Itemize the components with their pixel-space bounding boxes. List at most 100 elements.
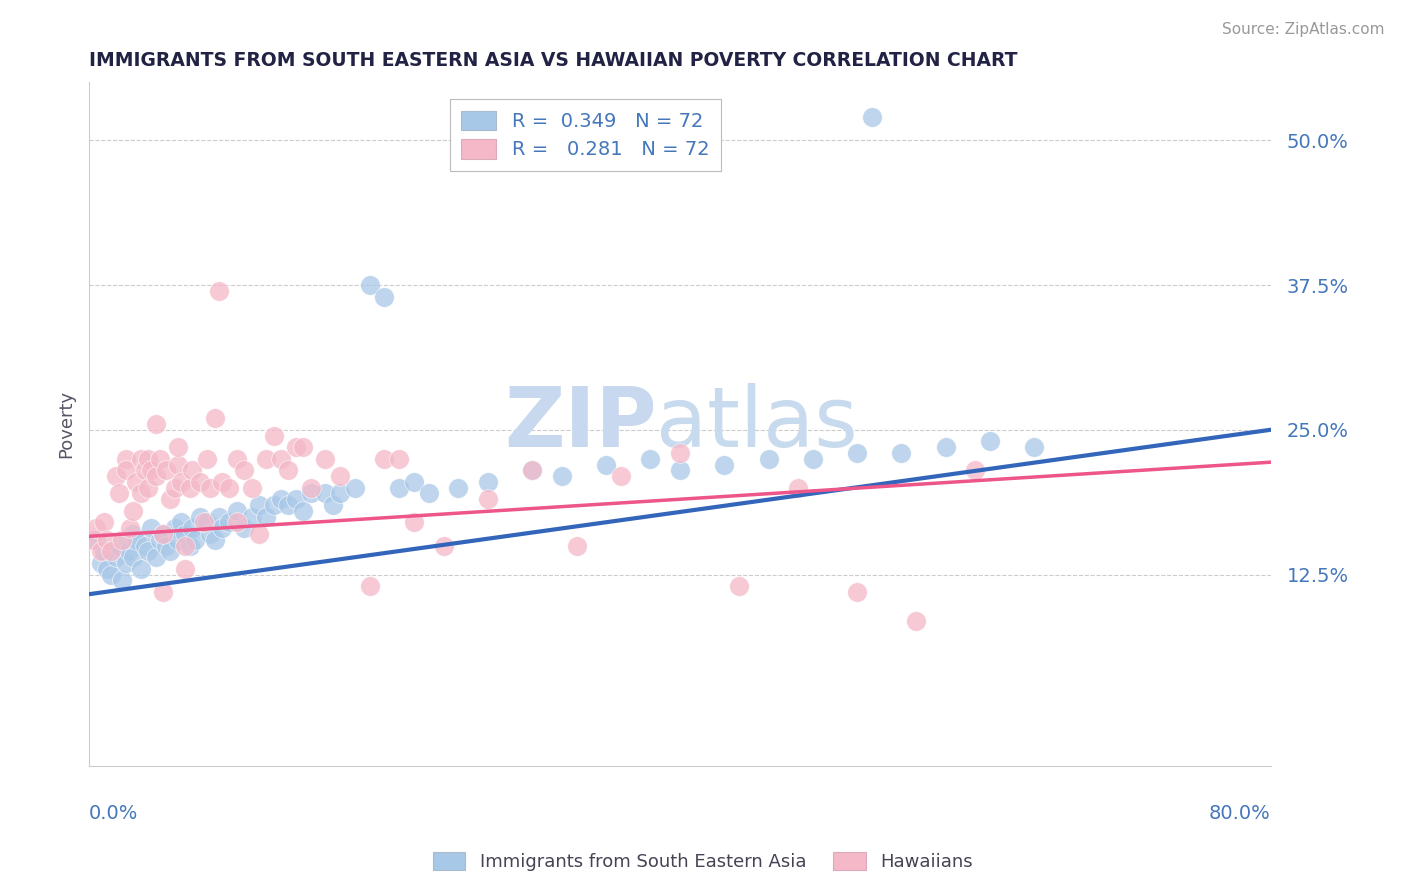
- Text: IMMIGRANTS FROM SOUTH EASTERN ASIA VS HAWAIIAN POVERTY CORRELATION CHART: IMMIGRANTS FROM SOUTH EASTERN ASIA VS HA…: [89, 51, 1018, 70]
- Point: [713, 458, 735, 472]
- Point: [595, 458, 617, 472]
- Point: [198, 527, 221, 541]
- Point: [107, 539, 129, 553]
- Point: [388, 481, 411, 495]
- Point: [233, 463, 256, 477]
- Point: [225, 504, 247, 518]
- Point: [254, 451, 277, 466]
- Point: [120, 521, 142, 535]
- Point: [166, 458, 188, 472]
- Point: [195, 451, 218, 466]
- Point: [145, 417, 167, 431]
- Point: [134, 463, 156, 477]
- Point: [118, 544, 141, 558]
- Point: [110, 574, 132, 588]
- Point: [195, 516, 218, 530]
- Point: [174, 562, 197, 576]
- Point: [163, 481, 186, 495]
- Point: [174, 527, 197, 541]
- Point: [299, 481, 322, 495]
- Point: [359, 278, 381, 293]
- Point: [477, 475, 499, 489]
- Text: atlas: atlas: [657, 384, 858, 465]
- Point: [233, 521, 256, 535]
- Y-axis label: Poverty: Poverty: [58, 390, 75, 458]
- Point: [115, 556, 138, 570]
- Point: [159, 544, 181, 558]
- Point: [122, 527, 145, 541]
- Point: [418, 486, 440, 500]
- Point: [551, 469, 574, 483]
- Legend: R =  0.349   N = 72, R =   0.281   N = 72: R = 0.349 N = 72, R = 0.281 N = 72: [450, 99, 721, 171]
- Text: 0.0%: 0.0%: [89, 805, 138, 823]
- Point: [166, 440, 188, 454]
- Point: [935, 440, 957, 454]
- Point: [270, 492, 292, 507]
- Point: [610, 469, 633, 483]
- Legend: Immigrants from South Eastern Asia, Hawaiians: Immigrants from South Eastern Asia, Hawa…: [426, 845, 980, 879]
- Point: [104, 550, 127, 565]
- Point: [188, 509, 211, 524]
- Point: [145, 469, 167, 483]
- Point: [292, 440, 315, 454]
- Point: [329, 486, 352, 500]
- Text: Source: ZipAtlas.com: Source: ZipAtlas.com: [1222, 22, 1385, 37]
- Point: [247, 498, 270, 512]
- Point: [145, 550, 167, 565]
- Point: [149, 451, 172, 466]
- Point: [208, 509, 231, 524]
- Point: [155, 539, 177, 553]
- Point: [100, 567, 122, 582]
- Point: [96, 562, 118, 576]
- Point: [373, 289, 395, 303]
- Point: [181, 521, 204, 535]
- Point: [329, 469, 352, 483]
- Text: ZIP: ZIP: [503, 384, 657, 465]
- Point: [152, 527, 174, 541]
- Point: [100, 544, 122, 558]
- Point: [402, 516, 425, 530]
- Point: [979, 434, 1001, 449]
- Point: [388, 451, 411, 466]
- Point: [240, 509, 263, 524]
- Point: [299, 486, 322, 500]
- Point: [314, 486, 336, 500]
- Point: [125, 475, 148, 489]
- Point: [208, 284, 231, 298]
- Point: [115, 463, 138, 477]
- Point: [1024, 440, 1046, 454]
- Point: [181, 463, 204, 477]
- Point: [846, 446, 869, 460]
- Point: [159, 492, 181, 507]
- Point: [292, 504, 315, 518]
- Point: [193, 516, 215, 530]
- Point: [204, 411, 226, 425]
- Point: [787, 481, 810, 495]
- Point: [284, 440, 307, 454]
- Point: [166, 533, 188, 547]
- Point: [149, 533, 172, 547]
- Point: [522, 463, 544, 477]
- Point: [152, 527, 174, 541]
- Point: [174, 539, 197, 553]
- Point: [104, 469, 127, 483]
- Point: [314, 451, 336, 466]
- Point: [86, 521, 108, 535]
- Point: [270, 451, 292, 466]
- Point: [402, 475, 425, 489]
- Point: [134, 539, 156, 553]
- Point: [204, 533, 226, 547]
- Point: [225, 451, 247, 466]
- Point: [477, 492, 499, 507]
- Point: [447, 481, 470, 495]
- Point: [218, 481, 240, 495]
- Point: [93, 516, 115, 530]
- Point: [179, 481, 201, 495]
- Point: [129, 451, 152, 466]
- Point: [846, 585, 869, 599]
- Point: [136, 544, 159, 558]
- Point: [110, 533, 132, 547]
- Point: [218, 516, 240, 530]
- Point: [80, 533, 103, 547]
- Point: [93, 544, 115, 558]
